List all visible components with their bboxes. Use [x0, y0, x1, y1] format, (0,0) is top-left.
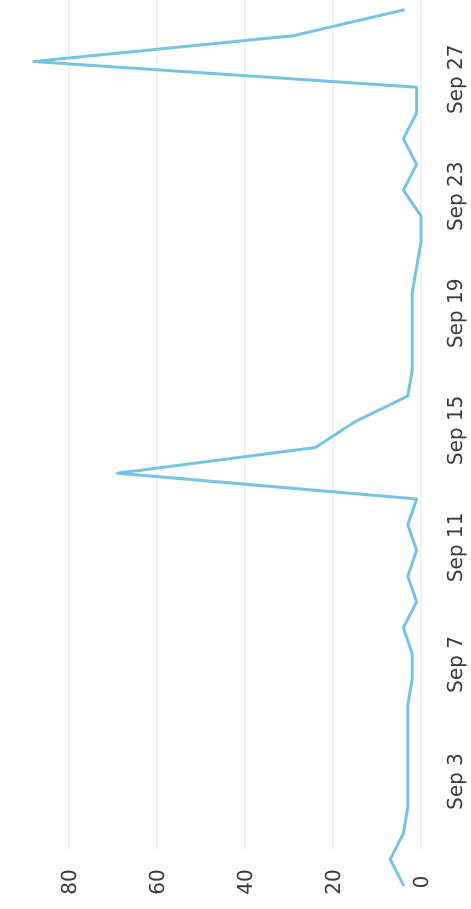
data-point	[400, 625, 406, 631]
data-point	[405, 753, 411, 759]
data-point	[400, 882, 406, 888]
x-tick-label: Sep 3	[443, 753, 467, 810]
y-tick-label: 0	[409, 876, 433, 889]
data-point	[418, 239, 424, 245]
data-point	[409, 650, 415, 656]
y-tick-label: 60	[145, 869, 169, 894]
data-point	[290, 33, 296, 39]
data-point	[405, 779, 411, 785]
data-point	[352, 419, 358, 425]
y-tick-label: 40	[233, 869, 257, 894]
data-point	[409, 290, 415, 296]
y-tick-label: 20	[321, 869, 345, 894]
data-point	[414, 599, 420, 605]
data-point	[400, 187, 406, 193]
x-tick-label: Sep 23	[443, 162, 467, 232]
data-point	[405, 702, 411, 708]
data-point	[414, 547, 420, 553]
data-point	[414, 496, 420, 502]
data-point	[409, 367, 415, 373]
data-point	[114, 470, 120, 476]
data-point	[405, 573, 411, 579]
data-point	[387, 856, 393, 862]
x-tick-label: Sep 11	[443, 513, 467, 583]
x-tick-label: Sep 27	[443, 45, 467, 115]
data-point	[414, 110, 420, 116]
data-point	[400, 831, 406, 837]
data-point	[400, 7, 406, 13]
data-point	[405, 522, 411, 528]
data-point	[414, 161, 420, 167]
data-point	[414, 264, 420, 270]
y-tick-label: 80	[57, 869, 81, 894]
data-point	[414, 84, 420, 90]
data-point	[312, 445, 318, 451]
data-point	[418, 213, 424, 219]
data-point	[31, 58, 37, 64]
data-point	[405, 728, 411, 734]
series-line	[32, 8, 423, 887]
data-point	[405, 393, 411, 399]
data-point	[409, 316, 415, 322]
data-point	[409, 676, 415, 682]
x-tick-label: Sep 15	[443, 396, 467, 466]
data-point	[400, 136, 406, 142]
data-point	[409, 342, 415, 348]
data-point	[405, 805, 411, 811]
x-tick-label: Sep 7	[443, 636, 467, 693]
x-tick-label: Sep 19	[443, 279, 467, 349]
